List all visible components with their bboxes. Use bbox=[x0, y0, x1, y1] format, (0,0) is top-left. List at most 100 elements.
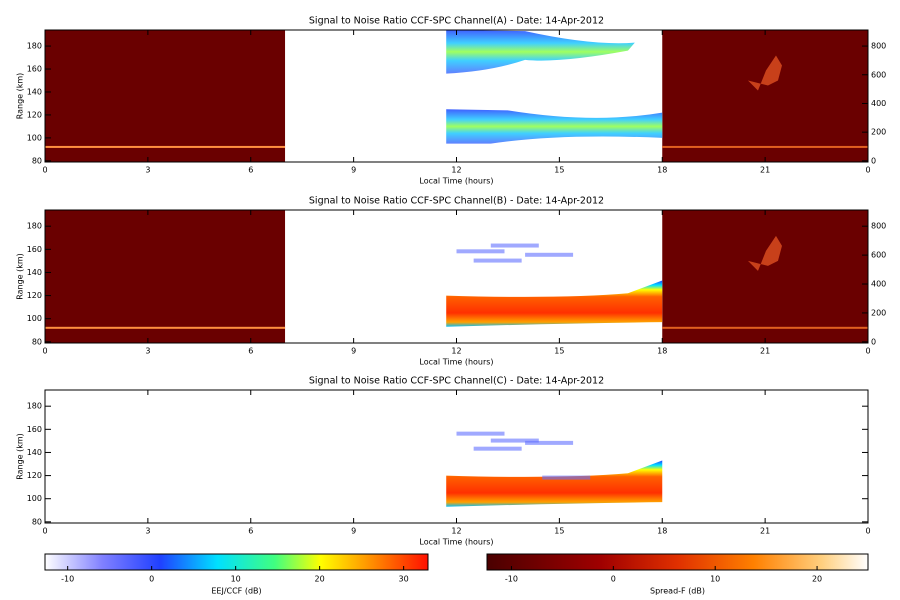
x-tick-label: 3 bbox=[145, 347, 150, 356]
heatmap-region bbox=[525, 440, 574, 445]
heatmap-region bbox=[473, 258, 522, 263]
colorbar-tick-label: 20 bbox=[315, 575, 325, 584]
colorbar-tick-label: -10 bbox=[505, 575, 518, 584]
y-axis-label: Range (km) bbox=[16, 73, 25, 120]
heatmap-region bbox=[446, 280, 663, 327]
y-tick-label: 160 bbox=[27, 65, 42, 74]
x-tick-label: 12 bbox=[451, 347, 461, 356]
y-tick-label: 180 bbox=[27, 222, 42, 231]
x-tick-label: 9 bbox=[351, 527, 356, 536]
x-tick-label: 12 bbox=[451, 527, 461, 536]
heatmap-region bbox=[662, 145, 868, 148]
colorbar bbox=[486, 553, 869, 571]
y2-tick-label: 200 bbox=[871, 128, 886, 137]
y2-tick-label: 0 bbox=[871, 337, 876, 346]
heatmap-region bbox=[446, 109, 663, 144]
y-tick-label: 120 bbox=[27, 291, 42, 300]
x-tick-label: 18 bbox=[657, 166, 667, 175]
x-tick-label: 9 bbox=[351, 166, 356, 175]
heatmap-region bbox=[662, 30, 868, 162]
heatmap-region bbox=[473, 446, 522, 451]
x-tick-label: 18 bbox=[657, 527, 667, 536]
x-tick-label: 21 bbox=[760, 347, 770, 356]
heatmap-region bbox=[662, 210, 868, 343]
colorbar-tick-label: 10 bbox=[231, 575, 241, 584]
y2-tick-label: 200 bbox=[871, 308, 886, 317]
y-tick-label: 160 bbox=[27, 245, 42, 254]
x-tick-label: 9 bbox=[351, 347, 356, 356]
x-tick-label: 0 bbox=[865, 527, 870, 536]
chart-title: Signal to Noise Ratio CCF-SPC Channel(C)… bbox=[309, 376, 604, 387]
heatmap-region bbox=[747, 235, 782, 271]
x-tick-label: 6 bbox=[248, 166, 253, 175]
y2-tick-label: 800 bbox=[871, 222, 886, 231]
x-axis-label: Local Time (hours) bbox=[419, 177, 493, 186]
x-tick-label: 21 bbox=[760, 166, 770, 175]
x-tick-label: 0 bbox=[865, 166, 870, 175]
y-tick-label: 100 bbox=[27, 314, 42, 323]
x-tick-label: 15 bbox=[554, 166, 564, 175]
x-tick-label: 3 bbox=[145, 527, 150, 536]
heatmap-region bbox=[525, 252, 574, 257]
heatmap-region bbox=[456, 431, 505, 436]
x-tick-label: 0 bbox=[42, 347, 47, 356]
heatmap-region bbox=[45, 145, 286, 148]
colorbar-tick-label: 10 bbox=[710, 575, 720, 584]
x-axis-label: Local Time (hours) bbox=[419, 358, 493, 367]
x-tick-label: 0 bbox=[42, 527, 47, 536]
y-tick-label: 180 bbox=[27, 42, 42, 51]
x-tick-label: 0 bbox=[865, 347, 870, 356]
colorbar-tick-label: -10 bbox=[61, 575, 74, 584]
x-tick-label: 18 bbox=[657, 347, 667, 356]
y-tick-label: 180 bbox=[27, 402, 42, 411]
heatmap-region bbox=[446, 30, 635, 74]
chart-title: Signal to Noise Ratio CCF-SPC Channel(B)… bbox=[309, 196, 604, 207]
y-tick-label: 140 bbox=[27, 87, 42, 96]
y-axis-label: Range (km) bbox=[16, 253, 25, 300]
heatmap-region bbox=[662, 326, 868, 329]
chart-title: Signal to Noise Ratio CCF-SPC Channel(A)… bbox=[309, 16, 604, 27]
heatmap-region bbox=[45, 326, 286, 329]
heatmap-region bbox=[45, 30, 286, 162]
y-tick-label: 160 bbox=[27, 425, 42, 434]
colorbar-label: EEJ/CCF (dB) bbox=[211, 587, 261, 596]
heatmap-region bbox=[747, 55, 782, 91]
heatmap-region bbox=[490, 438, 539, 443]
heatmap-region bbox=[542, 475, 591, 480]
y-tick-label: 140 bbox=[27, 268, 42, 277]
y-tick-label: 80 bbox=[32, 517, 42, 526]
colorbar-tick-label: 0 bbox=[149, 575, 154, 584]
colorbar-label: Spread-F (dB) bbox=[650, 587, 705, 596]
colorbar bbox=[44, 553, 429, 571]
colorbar-tick-label: 0 bbox=[611, 575, 616, 584]
y2-tick-label: 400 bbox=[871, 280, 886, 289]
colorbar-tick-label: 30 bbox=[399, 575, 409, 584]
heatmap-region bbox=[490, 243, 539, 248]
heatmap-region bbox=[456, 249, 505, 254]
x-tick-label: 15 bbox=[554, 347, 564, 356]
x-tick-label: 6 bbox=[248, 347, 253, 356]
y2-tick-label: 400 bbox=[871, 99, 886, 108]
y-tick-label: 120 bbox=[27, 471, 42, 480]
y2-tick-label: 600 bbox=[871, 251, 886, 260]
y-tick-label: 120 bbox=[27, 110, 42, 119]
x-tick-label: 12 bbox=[451, 166, 461, 175]
y2-tick-label: 800 bbox=[871, 42, 886, 51]
x-tick-label: 21 bbox=[760, 527, 770, 536]
x-tick-label: 15 bbox=[554, 527, 564, 536]
y-tick-label: 80 bbox=[32, 156, 42, 165]
x-tick-label: 0 bbox=[42, 166, 47, 175]
y-tick-label: 140 bbox=[27, 448, 42, 457]
y-tick-label: 100 bbox=[27, 133, 42, 142]
x-axis-label: Local Time (hours) bbox=[419, 538, 493, 547]
y-axis-label: Range (km) bbox=[16, 433, 25, 480]
colorbar-tick-label: 20 bbox=[812, 575, 822, 584]
x-tick-label: 3 bbox=[145, 166, 150, 175]
y-tick-label: 100 bbox=[27, 494, 42, 503]
y2-tick-label: 600 bbox=[871, 70, 886, 79]
heatmap-region bbox=[45, 210, 286, 343]
y2-tick-label: 0 bbox=[871, 156, 876, 165]
heatmap-region bbox=[446, 460, 663, 507]
x-tick-label: 6 bbox=[248, 527, 253, 536]
